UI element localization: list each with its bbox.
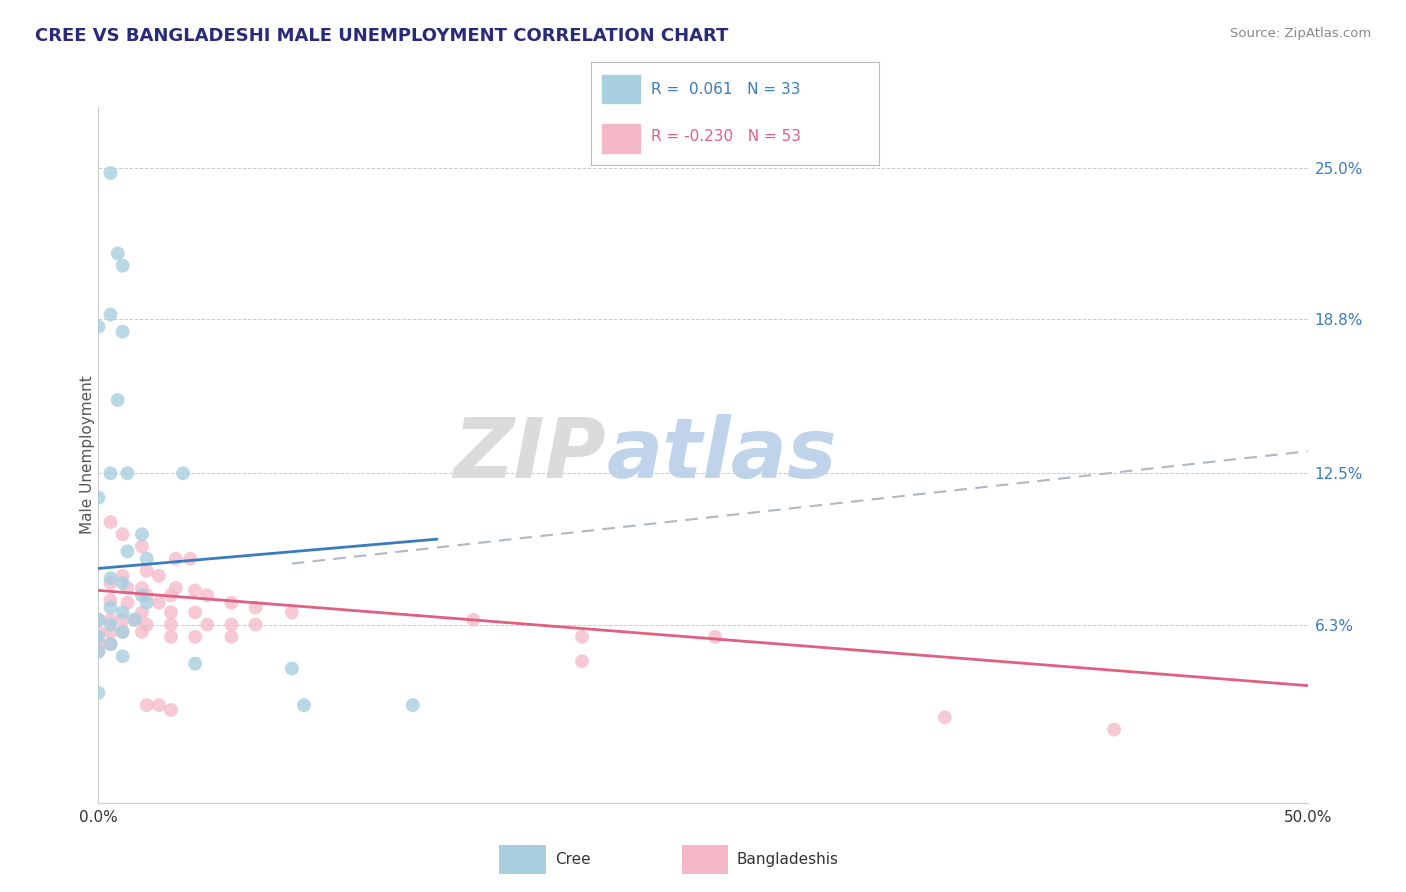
Point [184, 657, 207, 671]
Point [131, 540, 153, 554]
Point [117, 596, 139, 610]
Point [195, 617, 218, 632]
Point [87, 613, 110, 627]
Point [124, 613, 146, 627]
Point [221, 617, 243, 632]
Point [571, 654, 593, 668]
Text: Cree: Cree [555, 853, 591, 867]
Point [87, 644, 110, 658]
Point [107, 246, 129, 260]
Point [100, 166, 122, 180]
Point [179, 551, 201, 566]
Point [160, 617, 183, 632]
Point [165, 551, 187, 566]
Point [131, 581, 153, 595]
Point [184, 630, 207, 644]
Point [111, 259, 134, 273]
Point [160, 630, 183, 644]
Point [131, 606, 153, 620]
Point [100, 624, 122, 639]
Point [135, 596, 157, 610]
Text: ZIP: ZIP [454, 415, 606, 495]
Point [184, 583, 207, 598]
Point [87, 613, 110, 627]
Point [245, 617, 267, 632]
Point [148, 596, 170, 610]
Point [402, 698, 425, 713]
Point [281, 606, 304, 620]
Point [135, 564, 157, 578]
Point [100, 613, 122, 627]
Text: Source: ZipAtlas.com: Source: ZipAtlas.com [1230, 27, 1371, 40]
Point [195, 588, 218, 602]
Point [463, 613, 485, 627]
Point [100, 637, 122, 651]
Point [117, 544, 139, 558]
Text: R =  0.061   N = 33: R = 0.061 N = 33 [651, 81, 800, 96]
Point [281, 661, 304, 675]
Point [172, 467, 194, 481]
Point [111, 649, 134, 664]
Text: Bangladeshis: Bangladeshis [737, 853, 839, 867]
Point [111, 527, 134, 541]
Point [160, 588, 183, 602]
Point [117, 467, 139, 481]
Point [87, 686, 110, 700]
Point [135, 698, 157, 713]
Point [117, 581, 139, 595]
Point [124, 613, 146, 627]
Point [87, 644, 110, 658]
Point [148, 698, 170, 713]
Bar [602, 75, 640, 103]
Point [100, 617, 122, 632]
Point [1102, 723, 1125, 737]
Point [160, 703, 183, 717]
Point [87, 637, 110, 651]
Point [135, 551, 157, 566]
Point [111, 576, 134, 591]
Point [131, 624, 153, 639]
Point [100, 600, 122, 615]
Point [111, 325, 134, 339]
Point [148, 568, 170, 582]
Point [87, 319, 110, 334]
Point [131, 527, 153, 541]
Point [111, 568, 134, 582]
Point [100, 515, 122, 529]
Point [111, 624, 134, 639]
Point [100, 593, 122, 607]
Point [87, 630, 110, 644]
Point [571, 630, 593, 644]
Bar [602, 124, 640, 153]
Point [184, 606, 207, 620]
Point [165, 581, 187, 595]
Point [160, 606, 183, 620]
Point [107, 392, 129, 407]
Point [100, 637, 122, 651]
Point [111, 624, 134, 639]
Text: CREE VS BANGLADESHI MALE UNEMPLOYMENT CORRELATION CHART: CREE VS BANGLADESHI MALE UNEMPLOYMENT CO… [35, 27, 728, 45]
Point [704, 630, 727, 644]
Point [87, 624, 110, 639]
Point [221, 630, 243, 644]
Point [135, 588, 157, 602]
Point [100, 576, 122, 591]
Point [292, 698, 315, 713]
Point [111, 606, 134, 620]
Point [100, 571, 122, 585]
Y-axis label: Male Unemployment: Male Unemployment [80, 376, 94, 534]
Point [221, 596, 243, 610]
Point [87, 491, 110, 505]
Point [135, 617, 157, 632]
Point [100, 308, 122, 322]
Text: R = -0.230   N = 53: R = -0.230 N = 53 [651, 128, 801, 144]
Point [111, 613, 134, 627]
Point [245, 600, 267, 615]
Point [100, 467, 122, 481]
Point [934, 710, 956, 724]
Text: atlas: atlas [606, 415, 837, 495]
Point [131, 588, 153, 602]
